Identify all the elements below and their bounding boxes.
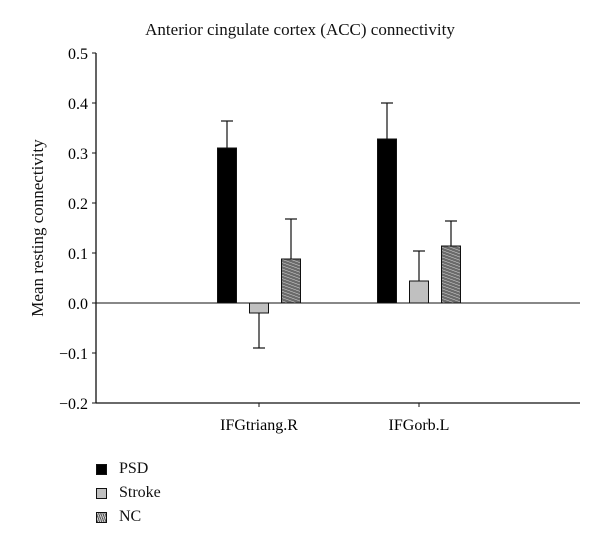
legend-swatch-psd <box>96 463 107 475</box>
legend-label: PSD <box>119 460 149 477</box>
bar-psd <box>377 138 397 304</box>
legend-label: NC <box>119 508 142 525</box>
legend-swatch-stroke <box>96 487 107 499</box>
y-tick-label: 0.0 <box>68 296 88 313</box>
bar-nc <box>281 258 301 304</box>
legend-swatch-nc <box>96 511 107 523</box>
bar-nc <box>441 245 461 304</box>
bar-stroke <box>409 280 429 304</box>
bar-psd <box>217 147 237 304</box>
y-tick-label: −0.1 <box>59 346 88 363</box>
chart-title: Anterior cingulate cortex (ACC) connecti… <box>145 20 455 39</box>
y-tick-label: 0.4 <box>68 96 88 113</box>
bars <box>217 102 461 349</box>
legend-item-nc: NC <box>96 505 161 529</box>
legend-item-stroke: Stroke <box>96 481 161 505</box>
legend-item-psd: PSD <box>96 457 161 481</box>
y-tick-label: 0.3 <box>68 146 88 163</box>
y-tick-label: 0.5 <box>68 46 88 63</box>
x-tick-label: IFGtriang.R <box>220 417 298 434</box>
axes: 0.5 0.4 0.3 0.2 0.1 0.0 −0.1 −0.2 IFGtriang.R IFG… <box>59 46 580 434</box>
legend-label: Stroke <box>119 484 161 501</box>
legend: PSD Stroke NC <box>96 457 161 529</box>
y-tick-label: −0.2 <box>59 396 88 413</box>
x-tick-label: IFGorb.L <box>389 417 450 434</box>
y-tick-label: 0.2 <box>68 196 88 213</box>
bar-stroke <box>249 302 269 314</box>
y-tick-label: 0.1 <box>68 246 88 263</box>
